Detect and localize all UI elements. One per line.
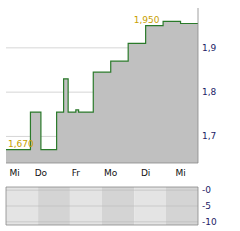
x-tick-label: Do (35, 168, 48, 178)
y-tick-label: -5 (202, 201, 211, 211)
frame-line (6, 187, 198, 188)
x-tick-label: Di (141, 168, 150, 178)
chart: -10 -5 -0 (6, 185, 217, 227)
chart-root: 1,7 1,8 1,9 Mi Do Fr Mo Di Mi 1,670 1,950 -10 -5 -0 (0, 0, 240, 231)
line (6, 21, 198, 149)
plot-area (6, 21, 198, 163)
grid-line (6, 221, 198, 222)
annotation: 1,670 (8, 139, 34, 149)
plot-area (6, 187, 198, 225)
x-axis-line (6, 225, 198, 226)
y-tick-label: 1,7 (202, 131, 216, 141)
chart: 1,7 1,8 1,9 Mi Do Fr Mo Di Mi 1,670 1,950 (6, 8, 217, 178)
area (6, 21, 198, 163)
y-tick-label: -0 (202, 185, 211, 195)
x-tick-label: Mo (104, 168, 118, 178)
grid-line (6, 190, 198, 191)
y-tick-label: 1,9 (202, 43, 217, 53)
y-tick-label: 1,8 (202, 87, 217, 97)
grid-line (6, 206, 198, 207)
annotation: 1,950 (134, 15, 160, 25)
y-axis-line (198, 8, 199, 163)
y-tick-label: -10 (202, 217, 217, 227)
x-tick-label: Mi (10, 168, 20, 178)
frame-line (6, 187, 7, 225)
y-axis-line (198, 187, 199, 225)
x-tick-label: Mi (175, 168, 185, 178)
x-tick-label: Fr (72, 168, 81, 178)
x-axis-line (6, 163, 198, 164)
